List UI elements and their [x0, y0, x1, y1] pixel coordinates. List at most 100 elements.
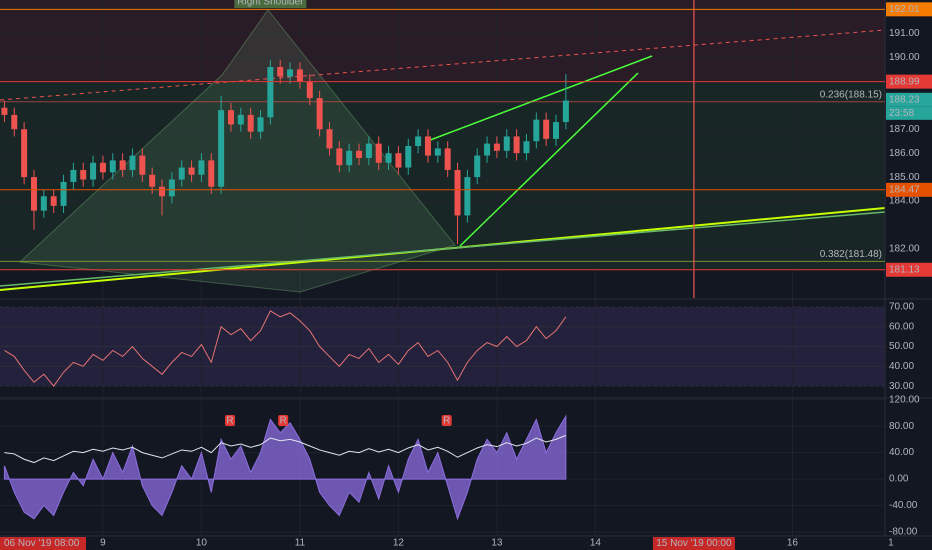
candle-body — [562, 100, 569, 123]
time-label-box — [0, 537, 86, 550]
candle-body — [267, 67, 274, 118]
x-tick-label: 11 — [295, 538, 306, 549]
candle-body — [503, 136, 510, 151]
candle-body — [257, 117, 264, 132]
zone-tint — [0, 81, 885, 270]
y-tick-label: 120.00 — [889, 394, 920, 405]
candle-body — [553, 122, 560, 139]
candle-body — [129, 155, 136, 170]
y-tick-label: 40.00 — [889, 361, 914, 372]
y-tick-label: 30.00 — [889, 381, 914, 392]
price-label: 181.13 — [889, 264, 920, 275]
y-tick-label: 187.00 — [889, 124, 920, 135]
fib-label: 0.236(188.15) — [820, 89, 882, 100]
candle-body — [474, 155, 481, 178]
candle-body — [493, 143, 500, 151]
trend-line — [0, 211, 886, 287]
countdown-box — [886, 106, 932, 120]
x-tick-label: 16 — [787, 538, 799, 549]
candle-body — [11, 114, 18, 130]
x-tick-label: 1 — [888, 538, 894, 549]
candle-body — [464, 177, 471, 216]
candle-body — [70, 169, 77, 182]
candle-body — [119, 160, 126, 170]
candle-body — [365, 143, 372, 158]
price-label-box — [886, 262, 932, 277]
candle-body — [60, 181, 67, 206]
wedge-line — [424, 55, 653, 143]
time-label-box — [652, 537, 735, 550]
price-label-box — [886, 182, 932, 197]
price-label: 188.23 — [889, 94, 920, 105]
candle-body — [454, 169, 461, 216]
candle-body — [198, 160, 205, 175]
candle-body — [336, 148, 343, 166]
y-tick-label: -80.00 — [889, 527, 918, 538]
candle-body — [168, 179, 175, 197]
y-tick-label: 191.00 — [889, 28, 920, 39]
x-tick-label: 13 — [491, 538, 503, 549]
y-tick-label: 50.00 — [889, 341, 914, 352]
candle-body — [247, 114, 254, 132]
candle-body — [484, 143, 491, 156]
candle-body — [346, 150, 353, 166]
annotation-box — [234, 0, 307, 8]
candle-body — [40, 196, 47, 211]
y-tick-label: 80.00 — [889, 421, 914, 432]
y-tick-label: -40.00 — [889, 500, 918, 511]
signal-label: R — [443, 416, 450, 427]
candle-body — [208, 160, 215, 187]
price-label-box — [886, 2, 932, 17]
countdown: 23:58 — [889, 108, 914, 119]
candle-body — [178, 167, 185, 180]
candle-body — [277, 67, 284, 77]
signal-marker — [224, 415, 235, 426]
signal-label: R — [226, 416, 233, 427]
candle-body — [356, 150, 363, 158]
candle-body — [287, 69, 294, 77]
candle-body — [326, 129, 333, 149]
candle-body — [218, 110, 225, 187]
price-label-box — [886, 92, 932, 107]
candle-body — [375, 143, 382, 163]
candle-body — [159, 186, 166, 197]
signal-marker — [278, 415, 289, 426]
backgrounds — [0, 0, 885, 536]
candle-body — [434, 148, 441, 156]
price-label: 184.47 — [889, 184, 920, 195]
candle-body — [21, 129, 28, 178]
candle-body — [109, 160, 116, 173]
candle-body — [306, 81, 313, 99]
y-tick-label: 182.00 — [889, 244, 920, 255]
candle-body — [405, 146, 412, 168]
candle-body — [80, 169, 87, 180]
candle-body — [237, 114, 244, 125]
candle-body — [188, 167, 195, 175]
price-label: 192.01 — [889, 4, 920, 15]
signal-marker — [441, 415, 452, 426]
candle-body — [523, 141, 530, 154]
osc-area — [3, 414, 567, 521]
signal-label: R — [280, 416, 287, 427]
fib-label: 0.382(181.48) — [820, 249, 882, 260]
time-label: 15 Nov '19 00:00 — [656, 538, 732, 549]
candle-body — [543, 119, 550, 139]
time-label: 06 Nov '19 08:00 — [4, 538, 80, 549]
candle-body — [139, 155, 146, 175]
candle-body — [415, 136, 422, 147]
trend-line — [0, 29, 886, 101]
osc-line — [4, 434, 567, 464]
x-tick-label: 9 — [100, 538, 106, 549]
annotation-text: Right Shoulder — [237, 0, 304, 8]
price-label-box — [886, 74, 932, 89]
rsi-line — [4, 310, 567, 387]
x-tick-label: 14 — [590, 538, 602, 549]
pattern-shape — [18, 9, 456, 293]
candle-body — [90, 162, 97, 180]
candle-body — [385, 153, 392, 163]
candle-body — [296, 69, 303, 82]
zone-tint — [0, 0, 885, 82]
y-tick-label: 186.00 — [889, 148, 920, 159]
